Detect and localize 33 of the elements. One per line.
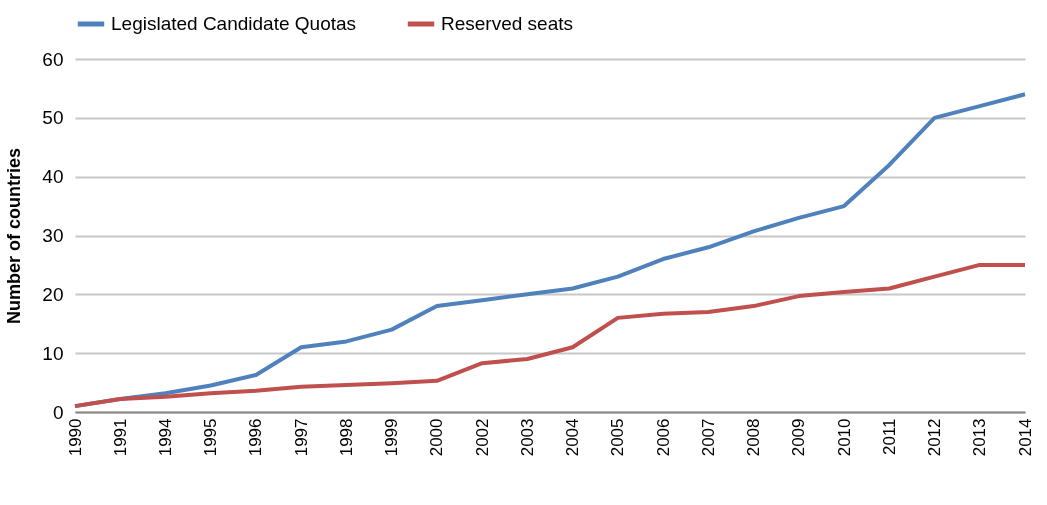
y-tick-label: 20 xyxy=(42,283,64,305)
x-tick-label: 2008 xyxy=(744,418,764,457)
y-tick-label: 40 xyxy=(42,166,64,188)
x-tick-label: 2004 xyxy=(563,418,583,457)
x-tick-label: 2005 xyxy=(608,418,628,457)
y-tick-label: 10 xyxy=(42,342,64,364)
x-tick-label: 2010 xyxy=(834,418,854,457)
x-tick-label: 1995 xyxy=(201,418,221,457)
y-tick-label: 0 xyxy=(52,401,64,423)
x-tick-label: 2012 xyxy=(925,418,945,457)
y-tick-label: 50 xyxy=(42,107,64,129)
x-tick-label: 2009 xyxy=(789,418,809,457)
x-tick-label: 1999 xyxy=(382,418,402,457)
legend-label: Reserved seats xyxy=(441,13,574,34)
x-tick-label: 2013 xyxy=(970,418,990,457)
x-tick-label: 1994 xyxy=(155,418,175,457)
x-tick-label: 2003 xyxy=(517,418,537,457)
x-tick-label: 1997 xyxy=(291,418,311,457)
x-tick-label: 2011 xyxy=(879,418,899,456)
x-tick-label: 1998 xyxy=(336,418,356,457)
x-tick-label: 1996 xyxy=(246,418,266,457)
y-tick-label: 60 xyxy=(42,48,64,70)
x-tick-label: 1991 xyxy=(110,418,130,457)
y-axis-title: Number of countries xyxy=(4,147,25,325)
x-tick-label: 1990 xyxy=(65,418,85,457)
x-tick-label: 2014 xyxy=(1015,418,1035,457)
x-tick-label: 2006 xyxy=(653,418,673,457)
x-tick-label: 2000 xyxy=(427,418,447,457)
x-tick-label: 2007 xyxy=(698,418,718,457)
x-tick-label: 2002 xyxy=(472,418,492,457)
line-series xyxy=(73,262,1027,409)
y-tick-label: 30 xyxy=(42,225,64,246)
legend-label: Legislated Candidate Quotas xyxy=(111,13,357,34)
